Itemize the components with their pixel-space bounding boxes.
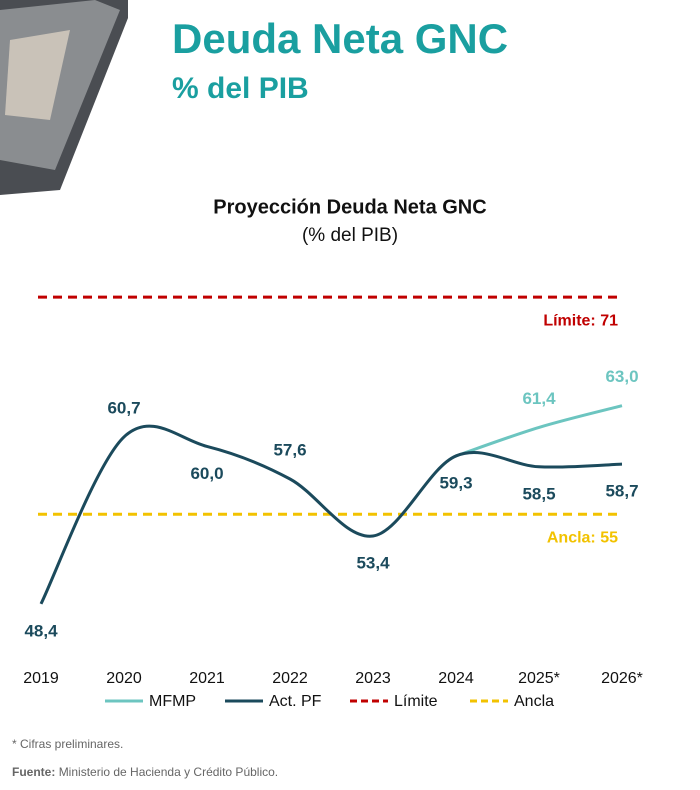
data-label: 57,6 xyxy=(273,440,306,459)
x-tick-label: 2021 xyxy=(189,670,225,687)
legend-label: Límite xyxy=(394,693,438,710)
data-label: 63,0 xyxy=(605,367,638,386)
footnote: * Cifras preliminares. xyxy=(12,737,123,751)
data-label: 59,3 xyxy=(439,473,472,492)
legend-label: Ancla xyxy=(514,693,554,710)
series-line xyxy=(455,404,623,458)
data-label: 58,7 xyxy=(605,482,638,501)
reference-label: Ancla: 55 xyxy=(547,530,618,547)
legend-label: Act. PF xyxy=(269,693,322,710)
data-label: 60,0 xyxy=(190,464,223,483)
legend-label: MFMP xyxy=(149,693,196,710)
source-text: Ministerio de Hacienda y Crédito Público… xyxy=(59,765,278,779)
x-tick-label: 2025* xyxy=(518,670,560,687)
data-label: 53,4 xyxy=(356,553,390,572)
photo xyxy=(0,0,128,195)
chart-title: Proyección Deuda Neta GNC xyxy=(213,196,486,218)
series-line xyxy=(39,424,623,605)
data-label: 58,5 xyxy=(522,484,555,503)
x-tick-label: 2022 xyxy=(272,670,308,687)
x-tick-label: 2023 xyxy=(355,670,391,687)
page-subtitle: % del PIB xyxy=(172,72,309,105)
x-tick-label: 2024 xyxy=(438,670,474,687)
chart-subtitle: (% del PIB) xyxy=(302,225,398,246)
x-tick-label: 2026* xyxy=(601,670,643,687)
page-title: Deuda Neta GNC xyxy=(172,15,508,62)
x-tick-label: 2019 xyxy=(23,670,59,687)
source-label: Fuente: xyxy=(12,765,55,779)
data-label: 61,4 xyxy=(522,389,556,408)
reference-label: Límite: 71 xyxy=(543,312,618,329)
data-label: 48,4 xyxy=(24,621,58,640)
source: Fuente: Ministerio de Hacienda y Crédito… xyxy=(12,765,278,779)
data-label: 60,7 xyxy=(107,398,140,417)
x-tick-label: 2020 xyxy=(106,670,142,687)
